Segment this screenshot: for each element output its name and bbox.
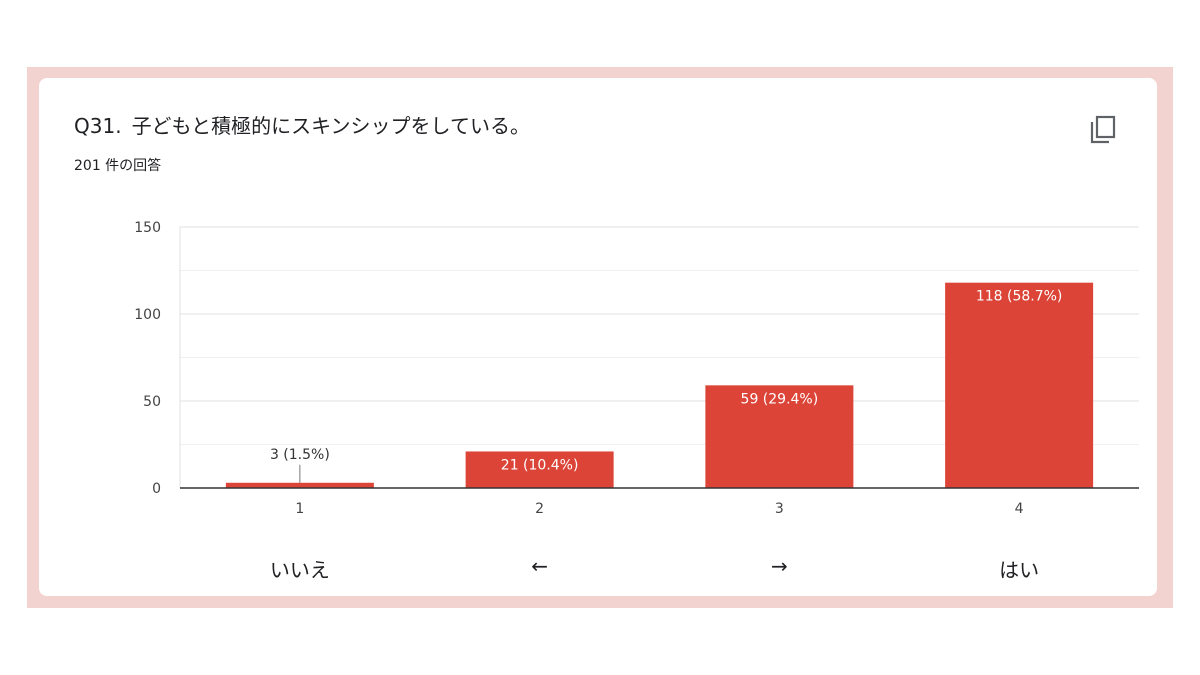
- x-tick-label: 1: [295, 501, 304, 517]
- y-tick-label: 150: [134, 220, 161, 236]
- copy-chart-button[interactable]: [1084, 110, 1124, 150]
- scale-label: いいえ: [269, 558, 330, 582]
- data-label: 3 (1.5%): [270, 447, 330, 463]
- bar: [705, 385, 854, 488]
- copy-icon: [1090, 115, 1116, 144]
- y-tick-label: 50: [143, 394, 161, 410]
- x-tick-label: 3: [775, 501, 784, 517]
- question-text: 子どもと積極的にスキンシップをしている。: [131, 114, 530, 138]
- data-label: 21 (10.4%): [501, 457, 579, 473]
- y-tick-label: 0: [152, 481, 161, 497]
- data-label: 59 (29.4%): [741, 391, 819, 407]
- question-number: Q31.: [74, 114, 122, 138]
- scale-label: ←: [531, 554, 548, 578]
- bar: [945, 282, 1094, 488]
- scale-label: →: [770, 554, 788, 578]
- bar: [225, 482, 374, 488]
- y-tick-label: 100: [134, 307, 161, 323]
- x-tick-label: 4: [1015, 501, 1024, 517]
- scale-label: はい: [999, 558, 1040, 582]
- data-label: 118 (58.7%): [976, 289, 1063, 305]
- bar: [465, 451, 614, 488]
- response-count: 201 件の回答: [74, 158, 162, 174]
- question-title: Q31. 子どもと積極的にスキンシップをしている。: [74, 110, 530, 139]
- x-tick-label: 2: [535, 501, 544, 517]
